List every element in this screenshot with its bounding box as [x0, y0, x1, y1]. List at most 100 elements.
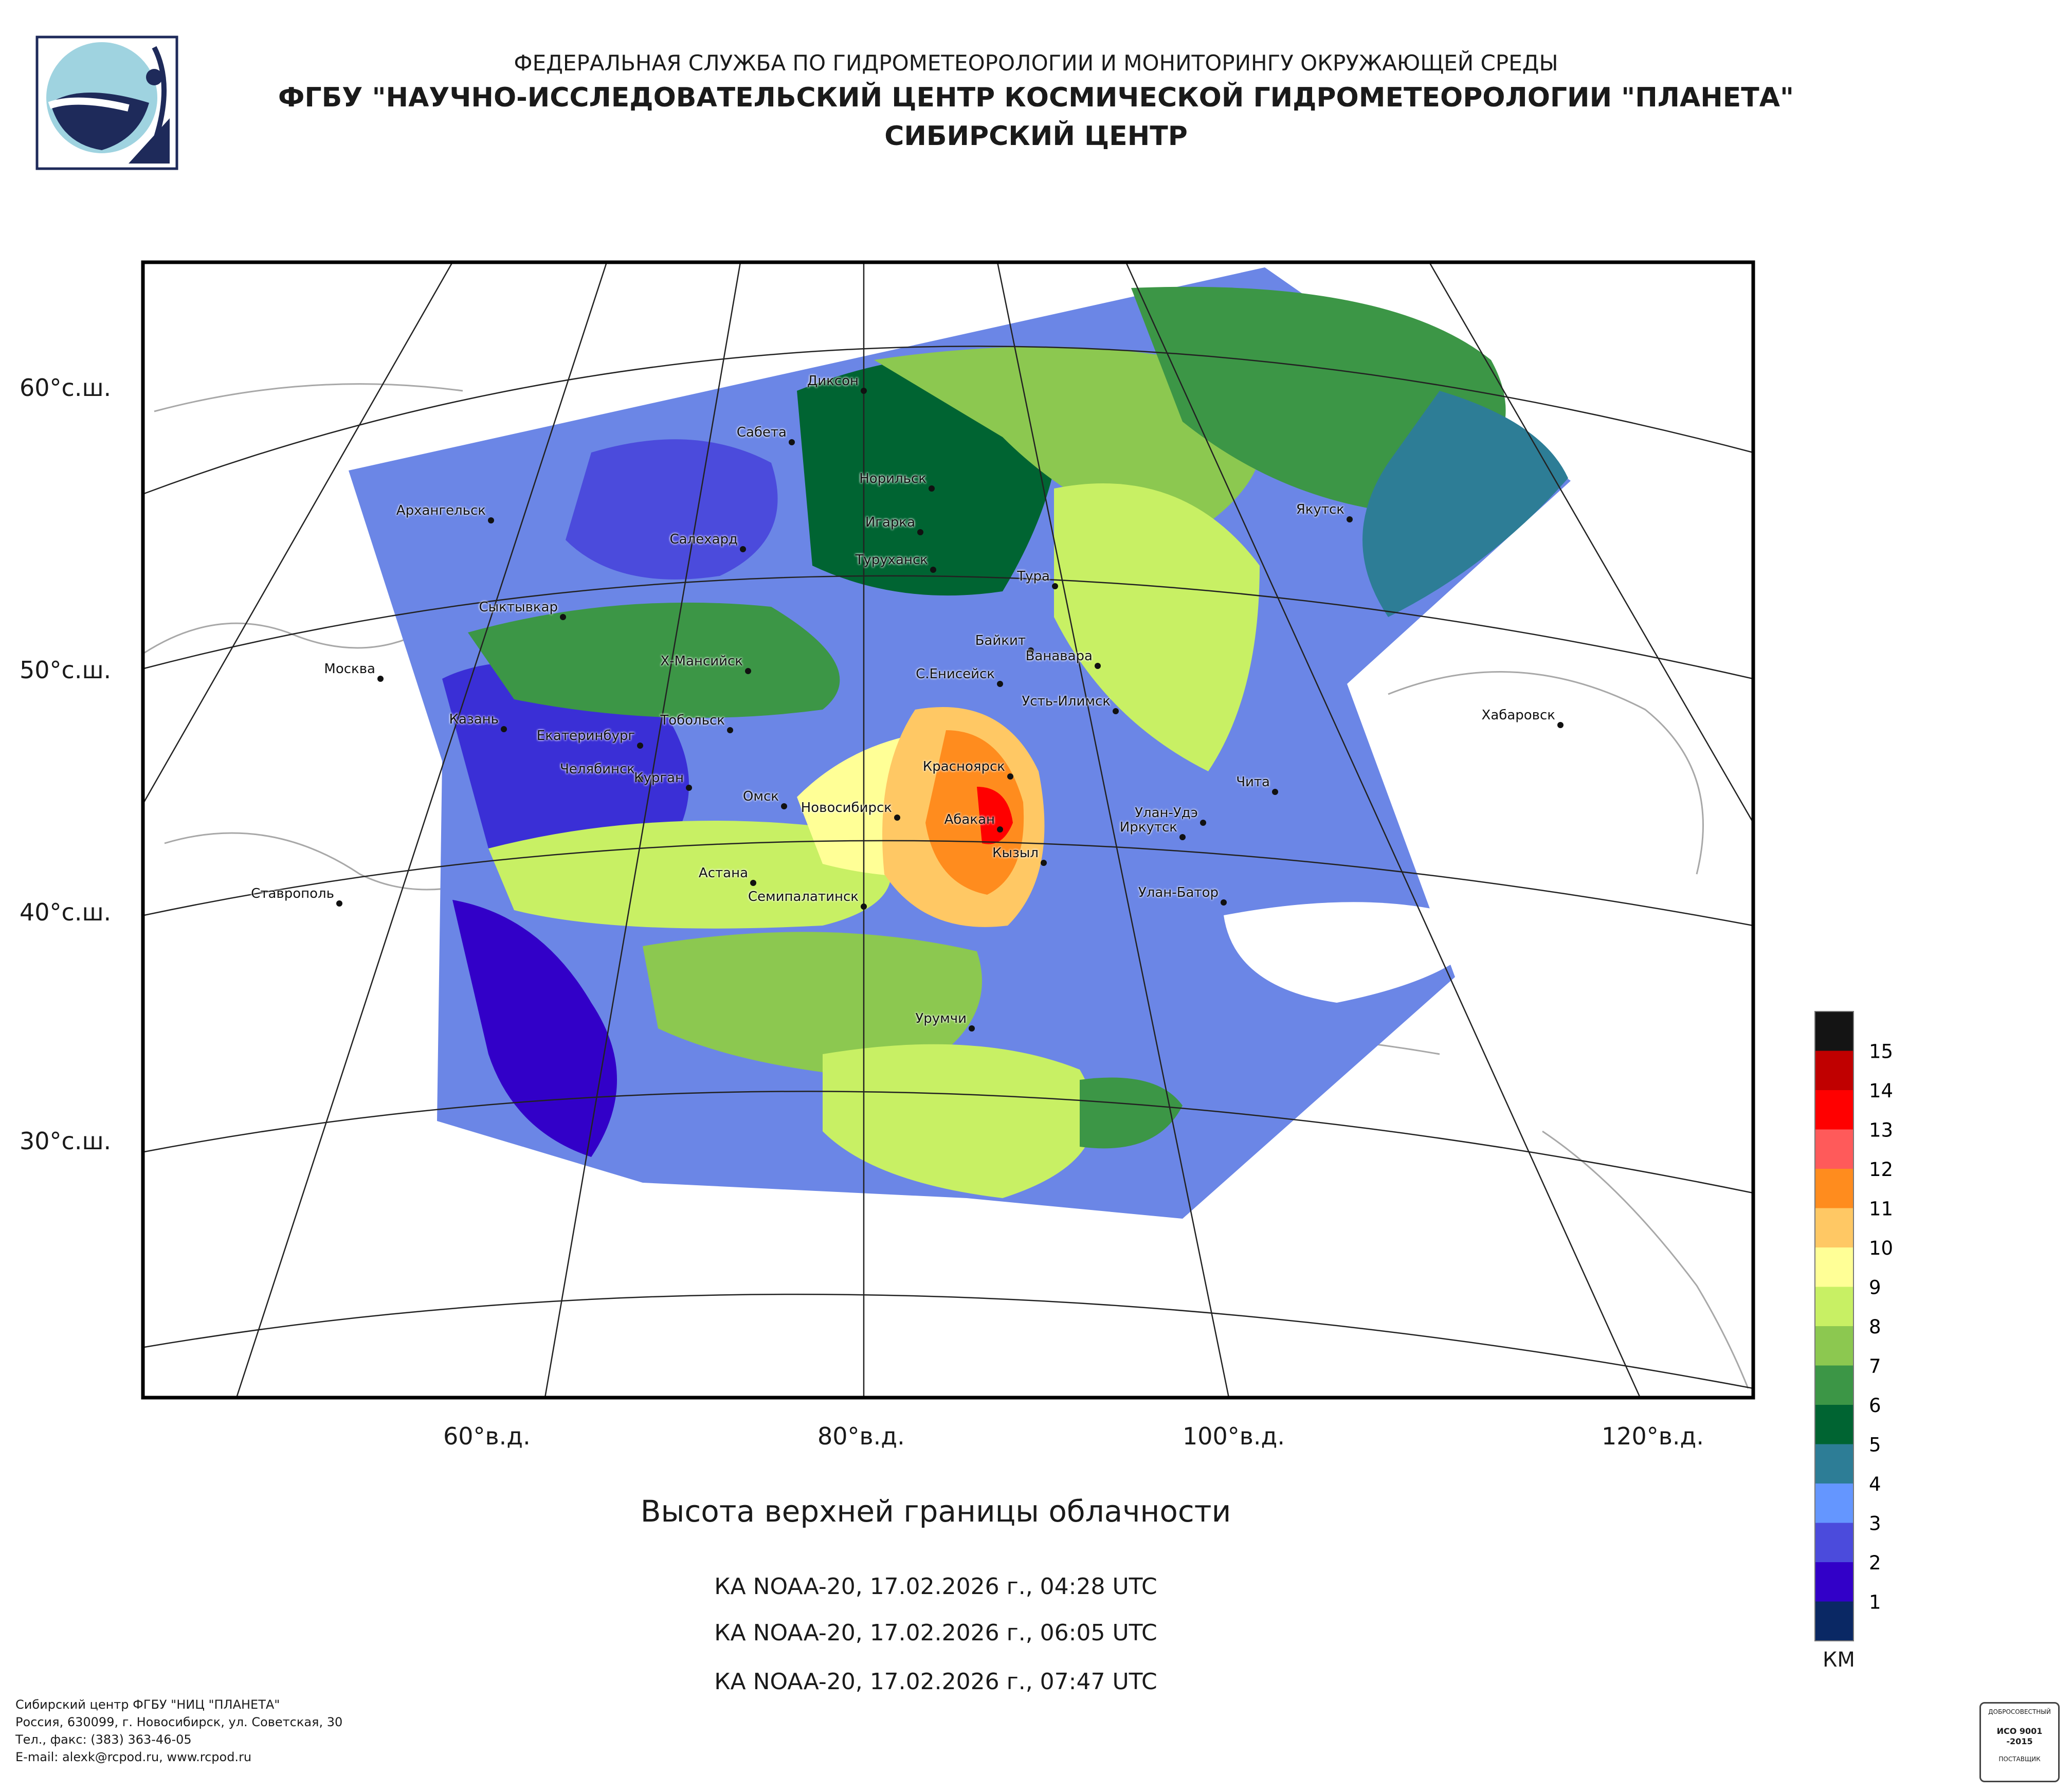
city-marker [1028, 647, 1034, 654]
legend-label: 2 [1869, 1552, 1881, 1574]
city-marker [637, 743, 643, 749]
legend-swatch [1815, 1011, 1853, 1051]
pass-line-1: КА NOAA-20, 17.02.2026 г., 04:28 UTC [714, 1573, 1157, 1600]
city-label: Абакан [944, 812, 995, 827]
city-label: Москва [324, 661, 375, 677]
city-marker [789, 439, 795, 445]
cert-bottom: ПОСТАВЩИК [1998, 1756, 2041, 1763]
city-marker [930, 567, 936, 573]
center-title: СИБИРСКИЙ ЦЕНТР [884, 121, 1188, 152]
city-marker [1347, 516, 1353, 522]
city-marker [1557, 722, 1564, 728]
city-marker [750, 880, 756, 886]
city-label: Усть-Илимск [1022, 694, 1111, 709]
legend-swatch [1815, 1326, 1853, 1366]
city-label: Омск [742, 789, 779, 804]
legend-label: 1 [1869, 1591, 1881, 1614]
city-marker [560, 614, 566, 620]
lat-label-50: 50°с.ш. [20, 656, 112, 684]
city-marker [861, 388, 867, 394]
city-label: Чита [1236, 774, 1270, 790]
lon-label-60: 60°в.д. [443, 1422, 531, 1450]
footer-line: Сибирский центр ФГБУ "НИЦ "ПЛАНЕТА" [15, 1697, 280, 1712]
footer-line: Россия, 630099, г. Новосибирск, ул. Сове… [15, 1715, 343, 1729]
city-marker [1200, 820, 1206, 826]
lon-label-80: 80°в.д. [817, 1422, 905, 1450]
city-label: Ванавара [1025, 648, 1093, 664]
legend-swatch [1815, 1287, 1853, 1326]
legend-swatch [1815, 1444, 1853, 1484]
legend-label: 15 [1869, 1041, 1893, 1063]
city-marker [894, 815, 900, 821]
city-marker [1113, 708, 1119, 714]
city-label: Туруханск [855, 552, 928, 568]
city-marker [377, 676, 384, 682]
lat-label-40: 40°с.ш. [20, 898, 112, 926]
city-label: Салехард [669, 532, 738, 547]
city-label: Хабаровск [1481, 708, 1555, 723]
footer-line: E-mail: alexk@rcpod.ru, www.rcpod.ru [15, 1750, 252, 1764]
city-label: Ставрополь [251, 886, 334, 901]
cloud-swath [349, 267, 1571, 1219]
city-marker [781, 803, 787, 809]
legend-label: 12 [1869, 1159, 1893, 1181]
lat-label-60: 60°с.ш. [20, 374, 112, 402]
city-label: Якутск [1296, 502, 1344, 517]
city-label: С.Енисейск [916, 666, 995, 682]
city-marker [929, 485, 935, 492]
institute-title: ФГБУ "НАУЧНО-ИССЛЕДОВАТЕЛЬСКИЙ ЦЕНТР КОС… [278, 82, 1794, 113]
pass-line-3: КА NOAA-20, 17.02.2026 г., 07:47 UTC [714, 1669, 1157, 1695]
city-marker [1052, 583, 1058, 589]
city-marker [1007, 773, 1013, 780]
height-legend: 15 14 13 12 11 10 9 8 7 6 5 4 3 2 1 [1814, 1011, 1893, 1641]
graticule [143, 262, 1753, 1398]
legend-swatch [1815, 1365, 1853, 1405]
city-marker [917, 529, 923, 535]
city-marker [740, 546, 746, 552]
city-label: Сабета [736, 425, 787, 440]
legend-label: 8 [1869, 1316, 1881, 1338]
city-label: Красноярск [922, 759, 1005, 774]
legend-swatch [1815, 1562, 1853, 1602]
city-label: Казань [449, 712, 499, 727]
legend-swatch [1815, 1247, 1853, 1287]
planeta-logo [35, 35, 178, 170]
city-label: Тобольск [660, 713, 725, 728]
pass-line-2: КА NOAA-20, 17.02.2026 г., 06:05 UTC [714, 1620, 1157, 1646]
city-label: Х-Мансийск [660, 654, 743, 669]
agency-title: ФЕДЕРАЛЬНАЯ СЛУЖБА ПО ГИДРОМЕТЕОРОЛОГИИ … [514, 50, 1558, 76]
city-marker [1272, 789, 1278, 795]
city-label: Семипалатинск [748, 889, 859, 904]
legend-label: 10 [1869, 1237, 1893, 1259]
city-label: Байкит [975, 633, 1026, 648]
city-marker [501, 726, 507, 732]
footer-line: Тел., факс: (383) 363-46-05 [15, 1732, 192, 1747]
city-label: Улан-Батор [1138, 885, 1219, 900]
cert-iso: ИСО 9001 -2015 [1996, 1726, 2043, 1746]
legend-swatch [1815, 1484, 1853, 1523]
city-label: Норильск [859, 471, 926, 486]
legend-label: 13 [1869, 1119, 1893, 1142]
city-marker [997, 681, 1003, 687]
city-label: Улан-Удэ [1135, 805, 1198, 821]
legend-swatch [1815, 1208, 1853, 1247]
legend-label: 11 [1869, 1198, 1893, 1220]
legend-label: 14 [1869, 1080, 1893, 1102]
legend-label: 6 [1869, 1395, 1881, 1417]
legend-swatch [1815, 1129, 1853, 1169]
legend-unit: КМ [1823, 1648, 1855, 1672]
city-label: Архангельск [396, 503, 486, 518]
city-marker [1041, 860, 1047, 866]
lat-label-30: 30°с.ш. [20, 1127, 112, 1155]
city-label: Иркутск [1119, 820, 1177, 835]
legend-swatch [1815, 1523, 1853, 1562]
city-marker [1179, 834, 1186, 840]
cert-top: ДОБРОСОВЕСТНЫЙ [1988, 1708, 2051, 1715]
city-marker [861, 903, 867, 910]
city-label: Сыктывкар [479, 600, 558, 615]
legend-swatch [1815, 1169, 1853, 1208]
city-marker [727, 727, 733, 733]
legend-label: 5 [1869, 1434, 1881, 1456]
city-marker [1095, 663, 1101, 669]
